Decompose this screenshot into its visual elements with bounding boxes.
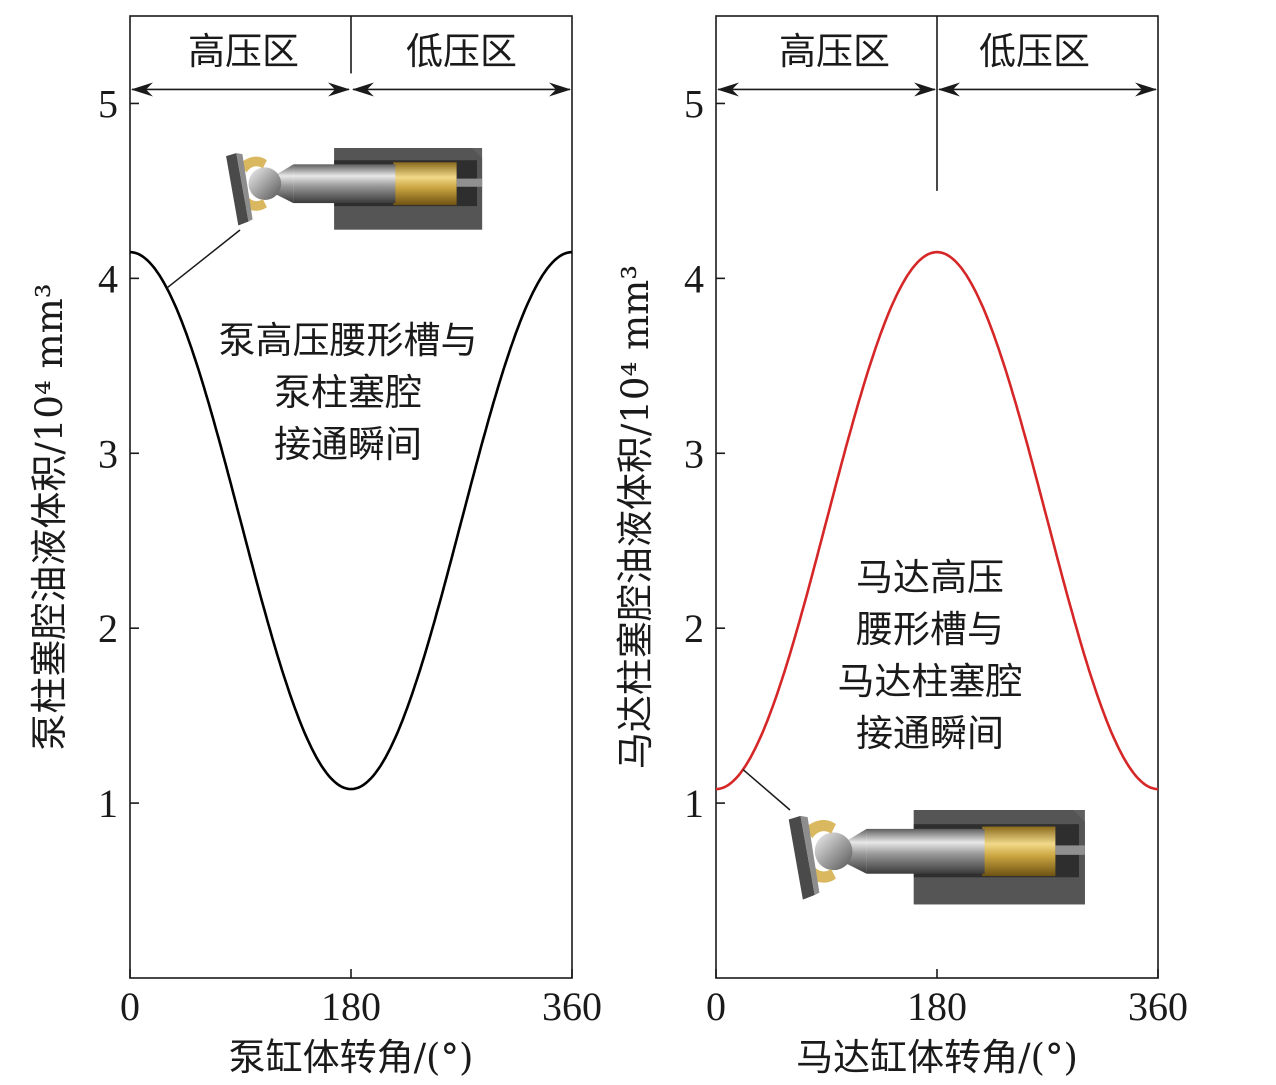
y-tick-label: 4	[98, 256, 118, 301]
x-tick-label: 0	[120, 984, 140, 1029]
annotation-text: 马达高压	[856, 556, 1004, 599]
y-tick-label: 1	[98, 781, 118, 826]
region-label-low: 低压区	[979, 30, 1090, 73]
y-tick-label: 2	[98, 606, 118, 651]
annotation-text: 泵柱塞腔	[274, 371, 422, 414]
y-tick-label: 4	[684, 256, 704, 301]
annotation-text: 马达柱塞腔	[838, 660, 1023, 703]
x-tick-label: 180	[321, 984, 381, 1029]
y-tick-label: 1	[684, 781, 704, 826]
region-label-low: 低压区	[406, 30, 517, 73]
motor-chart: 1 2 3 4 5 0 180 360 马达缸体转角/(°) 马达柱塞腔油液体积/10⁴ mm³ 高…	[614, 15, 1188, 1079]
region-label-high: 高压区	[188, 30, 299, 73]
region-label-high: 高压区	[779, 30, 890, 73]
annotation-leader	[166, 229, 241, 289]
y-tick-label: 3	[98, 431, 118, 476]
y-tick-label: 2	[684, 606, 704, 651]
x-tick-label: 360	[542, 984, 602, 1029]
x-tick-label: 360	[1128, 984, 1188, 1029]
pump-chart: 1 2 3 4 5 0 180 360 泵缸体转角/(°) 泵柱塞腔油液体积/10⁴ mm³ 高压区…	[28, 15, 602, 1079]
series-line	[715, 250, 1159, 791]
annotation-leader	[742, 768, 791, 811]
y-tick-label: 5	[684, 81, 704, 126]
x-tick-label: 0	[706, 984, 726, 1029]
x-axis-title: 泵缸体转角/(°)	[229, 1036, 474, 1079]
series-line	[129, 250, 573, 791]
annotation-text: 腰形槽与	[856, 608, 1004, 651]
annotation-text: 接通瞬间	[274, 423, 422, 466]
motor-piston-illustration	[788, 810, 1085, 905]
y-axis-title: 马达柱塞腔油液体积/10⁴ mm³	[614, 265, 657, 769]
pump-piston-illustration	[226, 148, 483, 230]
annotation-text: 泵高压腰形槽与	[219, 319, 478, 362]
x-tick-label: 180	[907, 984, 967, 1029]
annotation-text: 接通瞬间	[856, 712, 1004, 755]
y-axis-title: 泵柱塞腔油液体积/10⁴ mm³	[28, 283, 71, 750]
y-tick-label: 5	[98, 81, 118, 126]
y-tick-label: 3	[684, 431, 704, 476]
x-axis-title: 马达缸体转角/(°)	[796, 1036, 1078, 1079]
